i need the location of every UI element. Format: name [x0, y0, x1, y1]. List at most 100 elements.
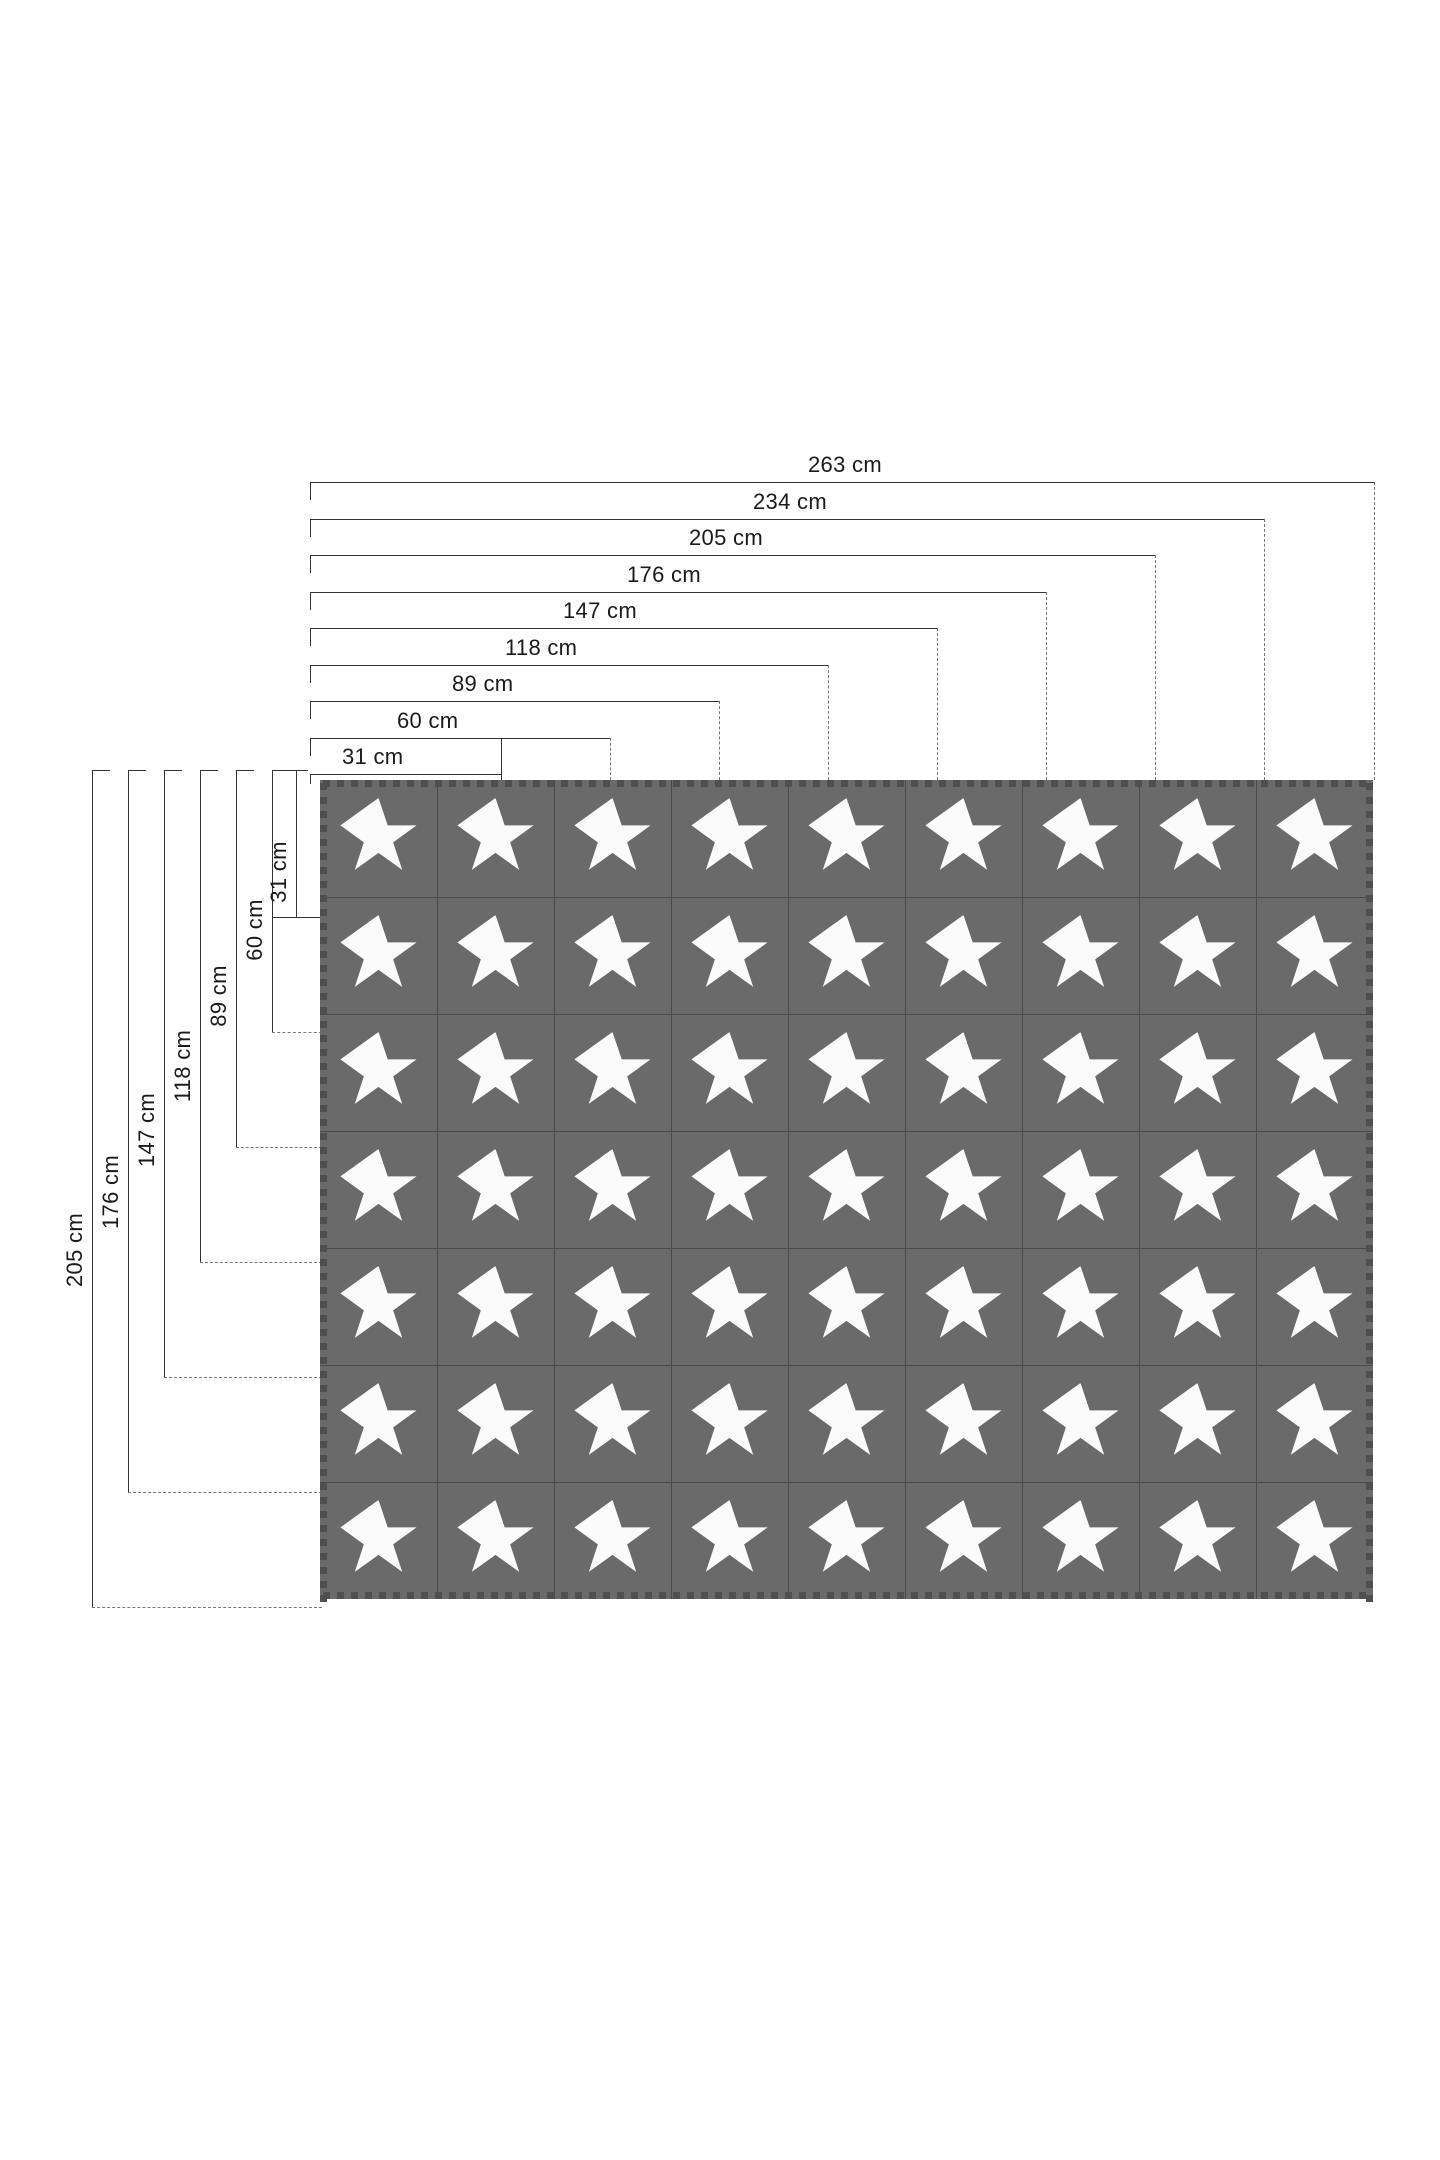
mat-tile	[1022, 1248, 1139, 1365]
dim-label-height-176: 176 cm	[98, 1155, 123, 1229]
dim-tick-height-176-top	[128, 770, 146, 771]
puzzle-nub	[393, 1592, 400, 1599]
puzzle-nub	[337, 780, 344, 787]
mat-tile	[788, 780, 905, 897]
puzzle-nub	[757, 780, 764, 787]
puzzle-nub	[477, 780, 484, 787]
star-icon	[340, 1148, 417, 1221]
star-icon	[925, 1499, 1002, 1572]
star-icon	[340, 1031, 417, 1104]
dim-label-height-60: 60 cm	[242, 899, 267, 961]
puzzle-nub	[320, 1063, 327, 1070]
puzzle-nub	[533, 780, 540, 787]
puzzle-nub	[1366, 867, 1373, 874]
star-icon	[1042, 1031, 1119, 1104]
puzzle-nub	[1366, 1161, 1373, 1168]
puzzle-nub	[320, 1161, 327, 1168]
star-icon	[925, 1031, 1002, 1104]
puzzle-nub	[379, 780, 386, 787]
tile-seam-vertical	[905, 780, 906, 1599]
puzzle-nub	[320, 1301, 327, 1308]
dim-ext-width-234-right	[1264, 519, 1265, 780]
puzzle-nub	[1366, 1091, 1373, 1098]
puzzle-nub	[827, 1592, 834, 1599]
star-icon	[574, 1148, 651, 1221]
dim-line-height-89	[236, 770, 237, 1148]
dim-ext-height-31-bottom	[272, 917, 322, 918]
puzzle-nub	[1149, 1592, 1156, 1599]
puzzle-nub	[407, 780, 414, 787]
puzzle-nub	[631, 1592, 638, 1599]
puzzle-nub	[1107, 1592, 1114, 1599]
puzzle-nub	[320, 979, 327, 986]
puzzle-nub	[729, 780, 736, 787]
puzzle-nub	[519, 780, 526, 787]
puzzle-nub	[1191, 780, 1198, 787]
star-icon	[925, 797, 1002, 870]
mat-tile	[1139, 1482, 1256, 1599]
puzzle-nub	[1093, 1592, 1100, 1599]
puzzle-nub	[939, 1592, 946, 1599]
puzzle-nub	[337, 1592, 344, 1599]
puzzle-nub	[320, 1287, 327, 1294]
puzzle-nub	[320, 881, 327, 888]
puzzle-nub	[1345, 780, 1352, 787]
puzzle-nub	[421, 1592, 428, 1599]
puzzle-nub	[320, 853, 327, 860]
puzzle-nub	[547, 780, 554, 787]
puzzle-nub	[1205, 1592, 1212, 1599]
mat-tile	[788, 1482, 905, 1599]
puzzle-nub	[561, 780, 568, 787]
dim-line-height-31	[296, 770, 297, 918]
puzzle-nub	[421, 780, 428, 787]
dim-ext-width-263-right	[1374, 482, 1375, 780]
mat-tile	[437, 897, 554, 1014]
puzzle-nub	[320, 923, 327, 930]
star-icon	[340, 1382, 417, 1455]
star-icon	[1276, 1031, 1353, 1104]
star-icon	[808, 797, 885, 870]
puzzle-nub	[449, 1592, 456, 1599]
mat-tile	[671, 1131, 788, 1248]
mat-tile	[554, 1365, 671, 1482]
dim-line-width-118	[310, 665, 829, 666]
mat-tile	[437, 1248, 554, 1365]
puzzle-nub	[320, 867, 327, 874]
puzzle-nub	[320, 909, 327, 916]
puzzle-nub	[1366, 1539, 1373, 1546]
puzzle-nub	[1366, 1553, 1373, 1560]
star-icon	[340, 797, 417, 870]
puzzle-nub	[1219, 780, 1226, 787]
puzzle-nub	[1366, 1147, 1373, 1154]
puzzle-nub	[701, 1592, 708, 1599]
puzzle-nub	[1051, 780, 1058, 787]
puzzle-nub	[1366, 783, 1373, 790]
puzzle-nub	[320, 965, 327, 972]
puzzle-nub	[320, 1525, 327, 1532]
puzzle-nub	[1219, 1592, 1226, 1599]
tile-seam-vertical	[671, 780, 672, 1599]
puzzle-nub	[320, 1413, 327, 1420]
mat-tile	[1256, 1365, 1373, 1482]
puzzle-nub	[1163, 780, 1170, 787]
mat-tile	[554, 1482, 671, 1599]
mat-tile	[1256, 1131, 1373, 1248]
puzzle-nub	[883, 780, 890, 787]
puzzle-nub	[1366, 1133, 1373, 1140]
star-icon	[1276, 1382, 1353, 1455]
puzzle-nub	[320, 1273, 327, 1280]
puzzle-nub	[827, 780, 834, 787]
dim-line-height-60	[272, 770, 273, 1033]
puzzle-nub	[1366, 1469, 1373, 1476]
star-icon	[457, 914, 534, 987]
puzzle-nub	[320, 1259, 327, 1266]
star-icon	[340, 914, 417, 987]
star-icon	[1042, 1148, 1119, 1221]
puzzle-nub	[1009, 1592, 1016, 1599]
puzzle-nub	[1366, 1357, 1373, 1364]
tile-seam-horizontal	[320, 1014, 1373, 1015]
puzzle-nub	[589, 780, 596, 787]
puzzle-nub	[729, 1592, 736, 1599]
puzzle-nub	[1366, 1035, 1373, 1042]
puzzle-nub	[320, 839, 327, 846]
